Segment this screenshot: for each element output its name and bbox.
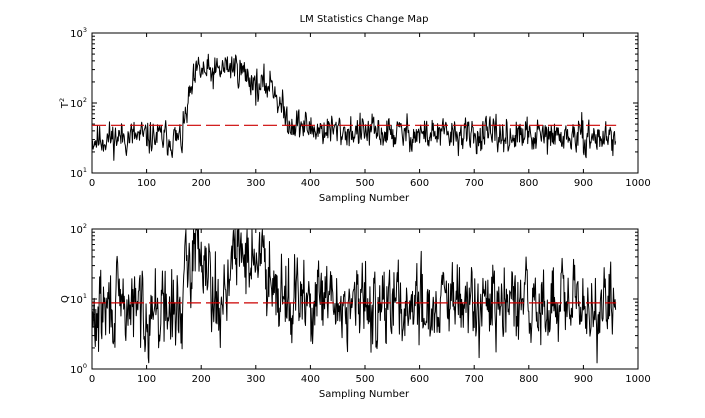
- q-x-tick-label: 800: [519, 374, 538, 385]
- t2-ticks: 0 100 200 300 400 500 600 700 800 900 1000 101 102 10…: [70, 26, 651, 189]
- q-x-tick-label: 500: [355, 374, 374, 385]
- q-ticks: 0 100 200 300 400 500 600 700 800 900 100010010110…: [70, 222, 651, 385]
- q-x-tick-label: 200: [192, 374, 211, 385]
- t2-x-tick-label: 0: [89, 178, 95, 189]
- q-x-tick-label: 600: [410, 374, 429, 385]
- q-y-tick-label: 102: [70, 222, 87, 236]
- t2-y-tick-label: 101: [70, 166, 87, 180]
- t2-y-tick-label: 102: [70, 96, 87, 110]
- q-x-tick-label: 0: [89, 374, 95, 385]
- t2-x-tick-label: 100: [137, 178, 156, 189]
- q-x-tick-label: 1000: [625, 374, 650, 385]
- chart-title: LM Statistics Change Map: [300, 14, 429, 25]
- q-panel: 0 100 200 300 400 500 600 700 800 900 100010010110…: [60, 222, 651, 400]
- t2-x-tick-label: 200: [192, 178, 211, 189]
- t2-x-tick-label: 500: [355, 178, 374, 189]
- q-y-tick-label: 101: [70, 292, 87, 306]
- q-x-tick-label: 900: [574, 374, 593, 385]
- t2-y-axis-label: T2: [58, 98, 71, 109]
- q-series-line: [91, 229, 617, 364]
- q-y-tick-label: 100: [70, 362, 87, 376]
- q-y-axis-label: Q: [60, 295, 71, 303]
- t2-x-tick-label: 400: [301, 178, 320, 189]
- q-x-axis-label: Sampling Number: [319, 389, 410, 400]
- t2-x-axis-label: Sampling Number: [319, 193, 410, 204]
- t2-x-tick-label: 700: [465, 178, 484, 189]
- t2-x-tick-label: 900: [574, 178, 593, 189]
- t2-x-tick-label: 800: [519, 178, 538, 189]
- t2-panel: LM Statistics Change Map 0 100 200 300 400 50…: [58, 14, 651, 204]
- t2-series-line: [91, 53, 617, 161]
- q-x-tick-label: 400: [301, 374, 320, 385]
- t2-y-tick-label: 103: [70, 26, 87, 40]
- q-x-tick-label: 100: [137, 374, 156, 385]
- t2-x-tick-label: 1000: [625, 178, 650, 189]
- q-x-tick-label: 300: [246, 374, 265, 385]
- q-x-tick-label: 700: [465, 374, 484, 385]
- t2-x-tick-label: 300: [246, 178, 265, 189]
- t2-x-tick-label: 600: [410, 178, 429, 189]
